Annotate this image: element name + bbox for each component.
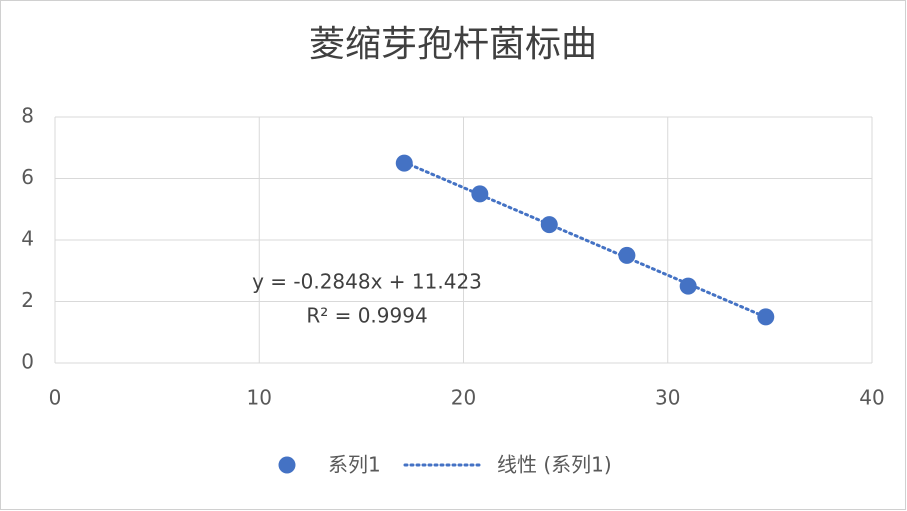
legend-label: 系列1 [328,453,381,477]
data-point [471,185,489,203]
x-tick-label: 20 [451,386,476,410]
legend-label: 线性 (系列1) [497,453,612,477]
x-tick-label: 30 [655,386,680,410]
data-point [540,216,558,234]
x-tick-label: 40 [859,386,884,410]
y-tick-label: 4 [21,227,34,251]
data-point [679,277,697,295]
legend-marker [278,456,296,474]
trendline [402,160,768,319]
data-point [395,154,413,172]
trendline-equation: y = -0.2848x + 11.423 [252,270,482,294]
y-tick-label: 2 [21,288,34,312]
x-tick-label: 10 [247,386,272,410]
data-point [757,308,775,326]
y-tick-label: 6 [21,165,34,189]
x-tick-label: 0 [49,386,62,410]
trendline-r2: R² = 0.9994 [306,304,427,328]
chart-title: 菱缩芽孢杆菌标曲 [309,24,597,65]
y-tick-label: 8 [21,104,34,128]
y-tick-label: 0 [21,350,34,374]
data-point [618,246,636,264]
